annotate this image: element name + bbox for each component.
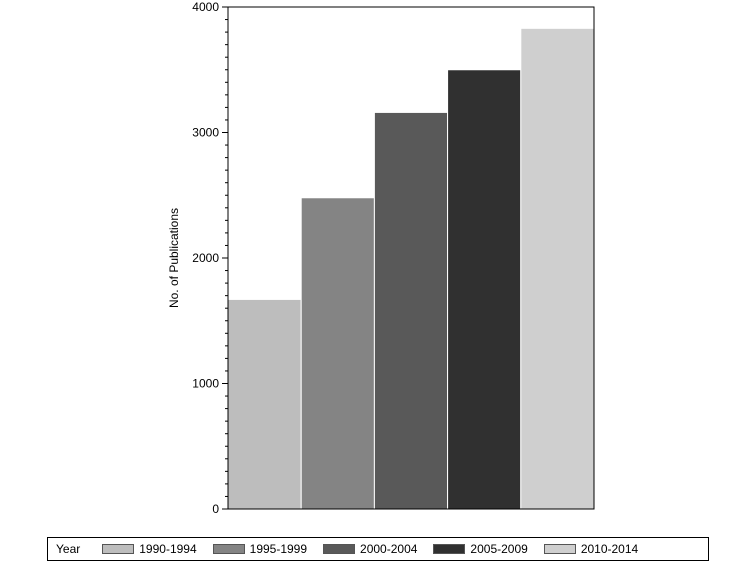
legend-label: 1995-1999: [249, 542, 308, 556]
y-tick-label-0: 0: [212, 502, 219, 516]
legend-item-2010-2014: 2010-2014: [543, 542, 639, 556]
legend-swatch: [433, 544, 466, 554]
y-tick-label-4000: 4000: [192, 0, 219, 14]
y-tick-label-3000: 3000: [192, 126, 219, 140]
legend-label: 2005-2009: [470, 542, 528, 556]
legend-swatch: [212, 544, 245, 554]
bars: [227, 27, 595, 510]
legend-item-2005-2009: 2005-2009: [433, 542, 528, 556]
bar-2005-2009: [447, 69, 522, 510]
bar-chart: 0 1000 2000 3000 4000 No. of Publications: [167, 0, 595, 516]
legend-swatch: [543, 544, 576, 554]
legend-title: Year: [56, 542, 81, 556]
y-tick-label-1000: 1000: [192, 377, 219, 391]
y-axis-label: No. of Publications: [167, 208, 181, 308]
plot-frame: [227, 6, 595, 510]
bar-1990-1994: [227, 298, 302, 510]
y-tick-label-2000: 2000: [192, 251, 219, 265]
bar-1995-1999: [300, 197, 375, 510]
y-axis-major-ticks: 0 1000 2000 3000 4000: [192, 0, 228, 516]
legend-item-2000-2004: 2000-2004: [323, 542, 417, 556]
bar-2000-2004: [373, 111, 449, 510]
legend-swatch: [102, 544, 135, 554]
legend-swatch: [323, 544, 356, 554]
legend-label: 2000-2004: [360, 542, 418, 556]
legend-label: 1990-1994: [139, 542, 197, 556]
legend-label: 2010-2014: [580, 542, 639, 556]
bar-2010-2014: [520, 27, 595, 510]
legend: Year 1990-1994 1995-1999 2000-2004 2005-200…: [47, 537, 709, 561]
legend-item-1990-1994: 1990-1994: [102, 542, 197, 556]
legend-item-1995-1999: 1995-1999: [212, 542, 308, 556]
